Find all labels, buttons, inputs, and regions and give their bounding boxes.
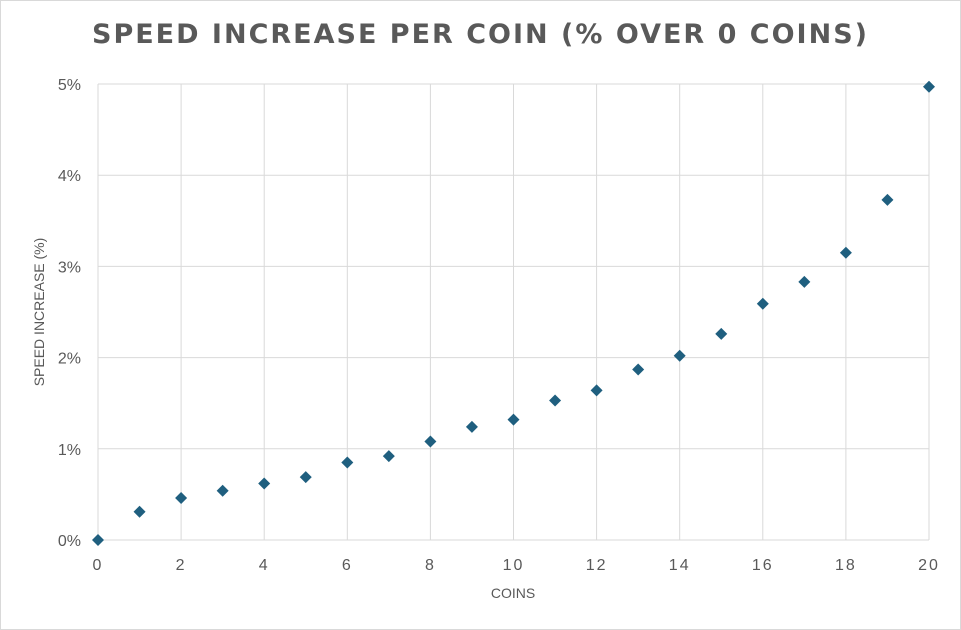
data-point-marker — [673, 349, 686, 362]
data-point-marker — [839, 246, 852, 259]
data-point-marker — [258, 477, 271, 490]
x-tick-label: 14 — [669, 557, 691, 574]
x-tick-label: 2 — [176, 557, 187, 574]
y-tick-label: 3% — [58, 259, 81, 276]
y-tick-label: 0% — [58, 533, 81, 550]
data-point-marker — [92, 534, 104, 546]
x-tick-label: 20 — [918, 557, 940, 574]
y-tick-label: 5% — [58, 77, 81, 94]
data-points — [92, 80, 935, 546]
data-point-marker — [715, 327, 728, 340]
data-point-marker — [133, 505, 146, 518]
chart-title: SPEED INCREASE PER COIN (% OVER 0 COINS) — [92, 19, 869, 50]
y-axis-label: SPEED INCREASE (%) — [31, 238, 47, 387]
data-point-marker — [299, 471, 312, 484]
x-tick-label: 0 — [93, 557, 104, 574]
gridlines — [97, 83, 930, 541]
data-point-marker — [465, 420, 478, 433]
x-tick-labels: 0 2 4 6 8 10 12 14 16 18 20 — [93, 557, 940, 574]
data-point-marker — [549, 394, 562, 407]
x-tick-label: 18 — [835, 557, 857, 574]
data-point-marker — [341, 456, 354, 469]
y-tick-label: 4% — [58, 168, 81, 185]
data-point-marker — [923, 80, 935, 93]
x-tick-label: 12 — [586, 557, 608, 574]
data-point-marker — [382, 450, 395, 463]
x-tick-label: 6 — [342, 557, 353, 574]
data-point-marker — [632, 363, 645, 376]
data-point-marker — [798, 275, 811, 288]
x-tick-label: 16 — [752, 557, 774, 574]
data-point-marker — [424, 435, 437, 448]
data-point-marker — [881, 193, 894, 206]
y-tick-label: 2% — [58, 351, 81, 368]
y-tick-labels: 0% 1% 2% 3% 4% 5% — [58, 77, 81, 550]
x-tick-label: 4 — [259, 557, 270, 574]
x-tick-label: 10 — [503, 557, 525, 574]
y-tick-label: 1% — [58, 442, 81, 459]
data-point-marker — [756, 297, 769, 310]
data-point-marker — [507, 413, 520, 426]
x-axis-label: COINS — [491, 585, 535, 601]
data-point-marker — [216, 484, 229, 497]
data-point-marker — [590, 384, 603, 397]
x-tick-label: 8 — [425, 557, 436, 574]
data-point-marker — [175, 492, 188, 505]
